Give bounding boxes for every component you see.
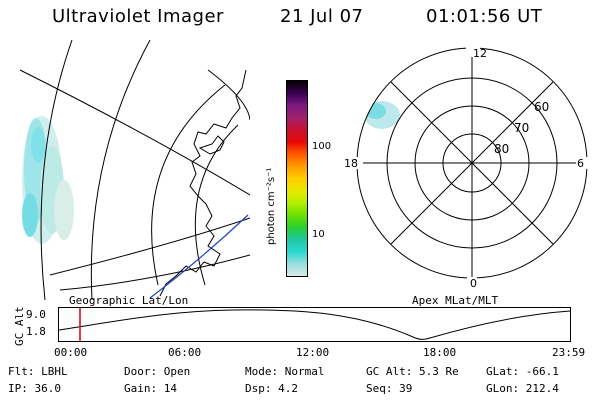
lat-label-60: 60	[534, 100, 549, 114]
mode-value: Normal	[284, 365, 325, 378]
dsp-key: Dsp:	[245, 382, 272, 395]
status-door: Door: Open	[124, 365, 190, 378]
status-mode: Mode: Normal	[245, 365, 325, 378]
door-value: Open	[163, 365, 191, 378]
glat-key: GLat:	[486, 365, 520, 378]
colorbar-unit-label: photon cm⁻²s⁻¹	[266, 167, 277, 245]
left-panel-caption: Geographic Lat/Lon	[69, 294, 189, 307]
instrument-title: Ultraviolet Imager	[52, 6, 224, 27]
time-label: 01:01:56 UT	[426, 6, 543, 27]
geographic-map	[19, 40, 250, 300]
status-ip: IP: 36.0	[8, 382, 61, 395]
mlt-label-6: 6	[577, 157, 584, 170]
coastline	[159, 69, 247, 297]
status-filter: Flt: LBHL	[8, 365, 68, 378]
lat-lon-grid	[19, 40, 250, 300]
xtick-0000: 00:00	[54, 346, 88, 359]
filter-value: LBHL	[41, 365, 68, 378]
mlt-label-0: 0	[470, 277, 477, 290]
glon-key: GLon:	[486, 382, 520, 395]
colorbar-tick-10: 10	[312, 229, 325, 240]
ip-key: IP:	[8, 382, 28, 395]
date-label: 21 Jul 07	[280, 6, 364, 27]
glat-value: -66.1	[525, 365, 559, 378]
altitude-ytick-min: 1.8	[26, 325, 46, 338]
status-gcalt: GC Alt: 5.3 Re	[366, 365, 459, 378]
mode-key: Mode:	[245, 365, 279, 378]
polar-grid	[356, 47, 588, 279]
xtick-0600: 06:00	[168, 346, 202, 359]
xtick-1200: 12:00	[296, 346, 330, 359]
xtick-1800: 18:00	[423, 346, 457, 359]
altitude-curve	[58, 309, 571, 340]
gain-value: 14	[163, 382, 177, 395]
mlt-label-18: 18	[344, 157, 358, 170]
gcalt-key: GC Alt:	[366, 365, 413, 378]
xtick-2359: 23:59	[552, 346, 586, 359]
status-gain: Gain: 14	[124, 382, 177, 395]
seq-key: Seq:	[366, 382, 393, 395]
polar-plot: 12 0 18 6 60 70 80	[343, 47, 588, 290]
lat-label-70: 70	[514, 121, 529, 135]
lat-label-80: 80	[494, 142, 509, 156]
filter-key: Flt:	[8, 365, 35, 378]
ip-value: 36.0	[34, 382, 62, 395]
mlt-label-12: 12	[473, 47, 487, 60]
dsp-value: 4.2	[278, 382, 298, 395]
altitude-ytick-max: 9.0	[26, 308, 46, 321]
seq-value: 39	[399, 382, 413, 395]
status-glon: GLon: 212.4	[486, 382, 559, 395]
gain-key: Gain:	[124, 382, 158, 395]
status-dsp: Dsp: 4.2	[245, 382, 298, 395]
altitude-plot	[58, 307, 571, 342]
door-key: Door:	[124, 365, 158, 378]
right-panel-caption: Apex MLat/MLT	[412, 294, 499, 307]
terminator-line	[149, 214, 249, 299]
status-glat: GLat: -66.1	[486, 365, 559, 378]
colorbar	[286, 80, 308, 277]
glon-value: 212.4	[525, 382, 559, 395]
status-seq: Seq: 39	[366, 382, 412, 395]
gcalt-value: 5.3 Re	[418, 365, 459, 378]
altitude-ylabel: GC Alt	[13, 306, 26, 346]
colorbar-tick-100: 100	[312, 141, 332, 152]
